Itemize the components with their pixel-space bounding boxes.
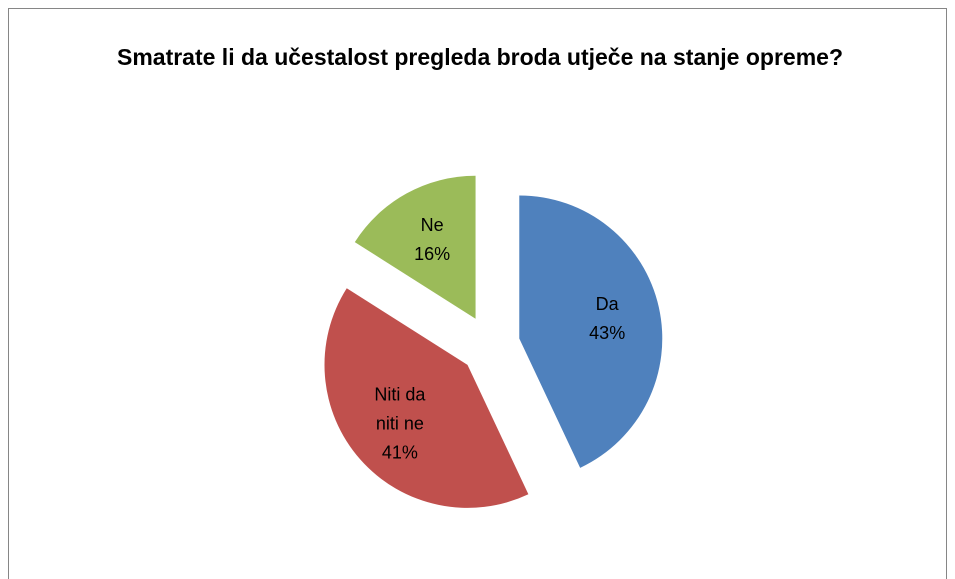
chart-title: Smatrate li da učestalost pregleda broda… bbox=[116, 44, 843, 70]
value-label: 43% bbox=[589, 322, 626, 343]
value-label: 16% bbox=[414, 243, 451, 264]
pie-slice bbox=[519, 195, 663, 468]
category-label: Da bbox=[595, 293, 619, 314]
slice-label: Da 43% bbox=[589, 290, 625, 348]
chart-border bbox=[8, 8, 947, 579]
category-label: Ne bbox=[420, 214, 444, 235]
pie-slice bbox=[324, 288, 529, 508]
value-label: 41% bbox=[381, 442, 418, 463]
pie-slice bbox=[354, 175, 476, 319]
slice-label: Niti da niti ne 41% bbox=[361, 381, 439, 468]
category-label: Niti da niti ne bbox=[374, 384, 426, 434]
slice-label: Ne 16% bbox=[414, 211, 450, 269]
